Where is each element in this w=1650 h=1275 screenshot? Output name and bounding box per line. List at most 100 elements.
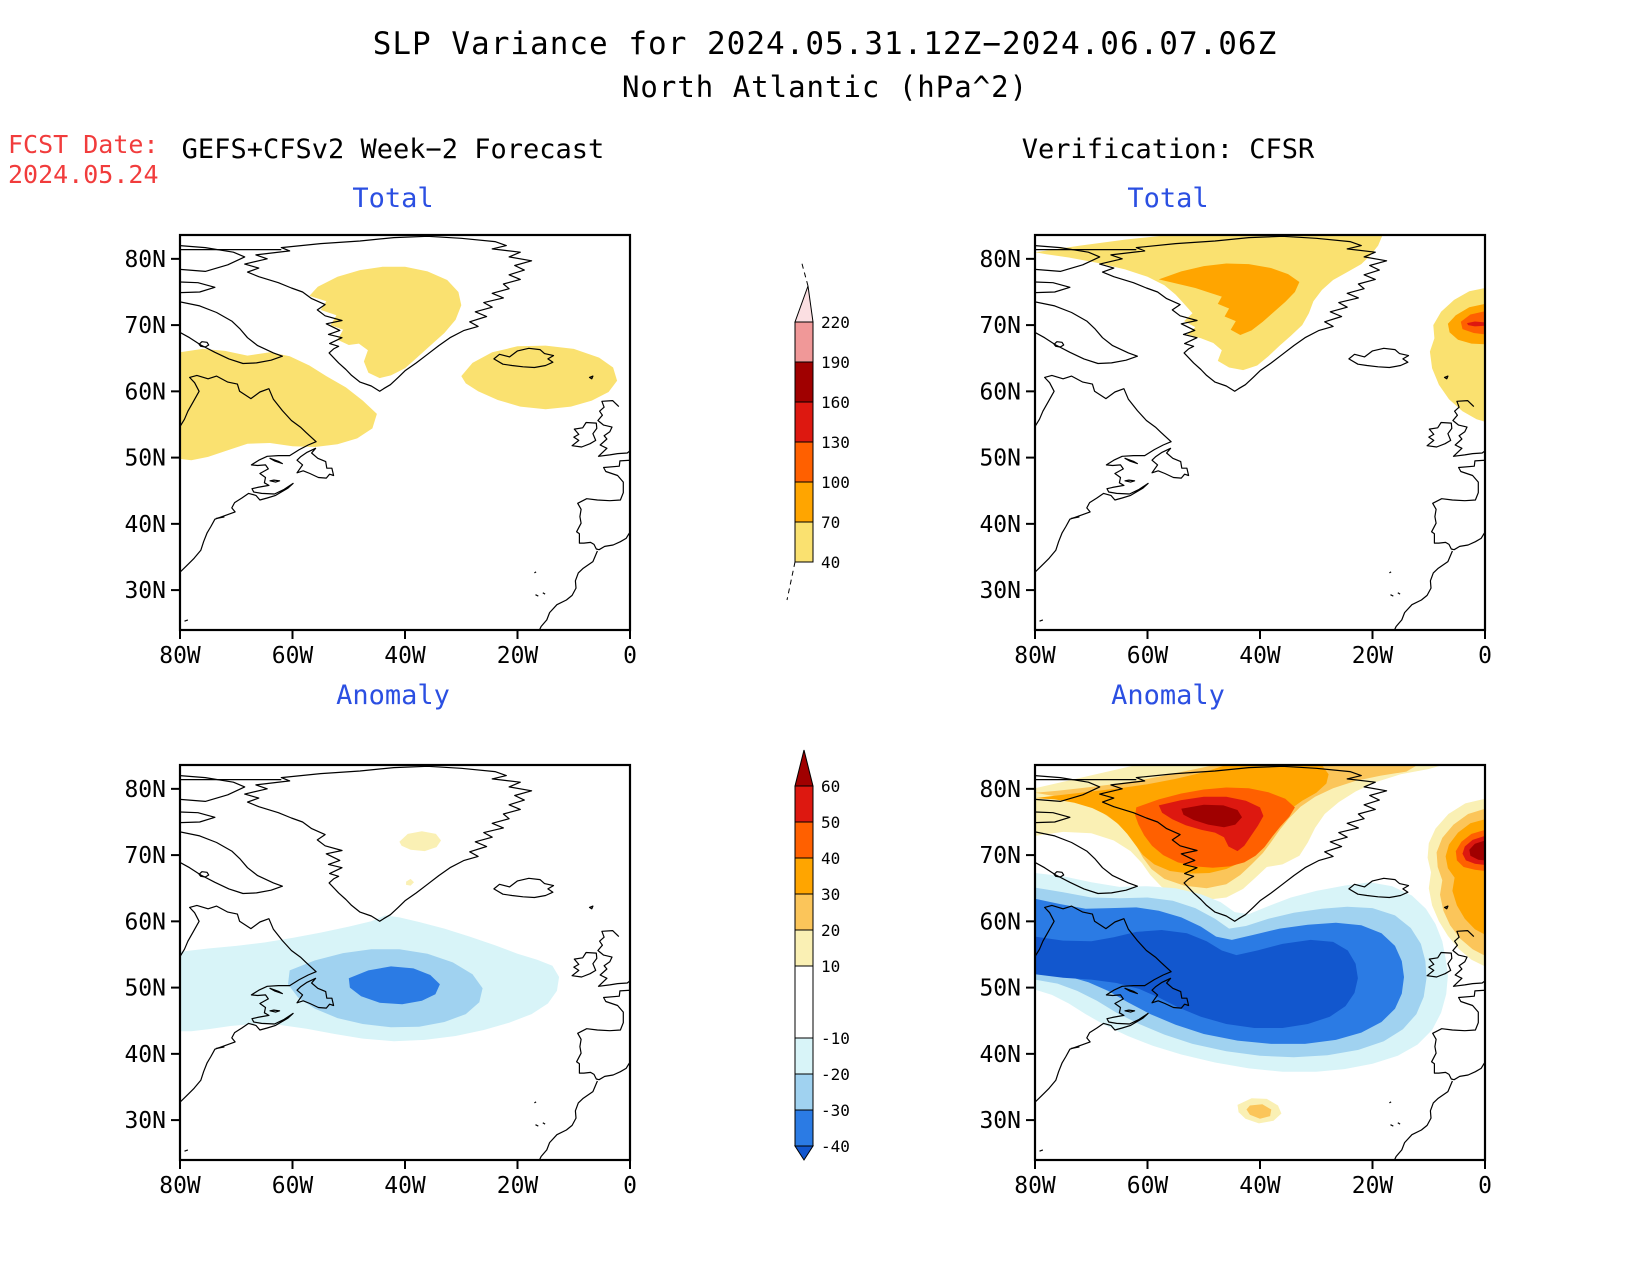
panel-title-forecast-total: Total (352, 183, 434, 214)
lat-tick-label: 70N (979, 313, 1021, 339)
colorbar-label: 40 (821, 553, 840, 572)
contour-fills (1035, 235, 1485, 422)
contour-level-40 (309, 266, 462, 379)
colorbar-band (794, 785, 814, 823)
lon-tick-label: 40W (384, 1173, 426, 1195)
colorbar-label: -10 (821, 1029, 850, 1048)
forecast-date-label: FCST Date: (8, 130, 159, 159)
colorbar-band (794, 893, 814, 931)
lat-tick-label: 60N (979, 909, 1021, 935)
contour-fills (180, 831, 560, 1042)
lat-tick-label: 80N (979, 777, 1021, 803)
lat-tick-label: 60N (124, 909, 166, 935)
map-panel-forecast-anomaly: 80N 70N 60N 50N 40N 30N 80W 60W 40W 20W 0 (124, 763, 637, 1195)
colorbar-label: -40 (821, 1137, 850, 1156)
lat-tick-label: 50N (124, 976, 166, 1002)
lon-tick-label: 80W (159, 643, 201, 665)
lat-tick-label: 70N (124, 843, 166, 869)
colorbar-label: 190 (821, 353, 850, 372)
colorbar-label: -20 (821, 1065, 850, 1084)
lat-tick-label: 50N (979, 446, 1021, 472)
colorbar-band (794, 321, 814, 363)
lat-tick-label: 30N (979, 1108, 1021, 1134)
lat-tick-label: 30N (979, 578, 1021, 604)
colorbar-label: 220 (821, 313, 850, 332)
lon-tick-label: 80W (159, 1173, 201, 1195)
map-panel-verification-total: 80N 70N 60N 50N 40N 30N 80W 60W 40W 20W 0 (979, 233, 1492, 665)
colorbar-over-arrow (794, 285, 814, 323)
colorbar-band (794, 929, 814, 967)
colorbar-label: 20 (821, 921, 840, 940)
lon-tick-label: 40W (1239, 1173, 1281, 1195)
lon-tick-label: 0 (1478, 643, 1492, 665)
colorbar-band (794, 1109, 814, 1147)
contour-level-40 (1035, 235, 1383, 371)
contour-fills (180, 266, 618, 461)
colorbar-label: 60 (821, 777, 840, 796)
lon-tick-label: 0 (623, 1173, 637, 1195)
lat-tick-label: 60N (979, 379, 1021, 405)
panel-title-verification-anomaly: Anomaly (1111, 680, 1225, 711)
lat-tick-label: 40N (979, 1042, 1021, 1068)
panel-title-forecast-anomaly: Anomaly (336, 680, 450, 711)
colorbar-band (794, 401, 814, 443)
colorbar-band (794, 481, 814, 523)
contour-level--30 (348, 966, 440, 1005)
colorbar-label: 70 (821, 513, 840, 532)
lon-tick-label: 20W (497, 1173, 539, 1195)
colorbar-label: 40 (821, 849, 840, 868)
lat-tick-label: 80N (124, 247, 166, 273)
lat-tick-label: 80N (979, 247, 1021, 273)
contour-level-130 (1467, 321, 1485, 327)
lon-tick-label: 20W (1352, 643, 1394, 665)
lon-tick-label: 0 (623, 643, 637, 665)
contour-level-70 (1158, 263, 1300, 335)
colorbar-under-arrow (794, 1145, 814, 1161)
contour-level--40 (1035, 930, 1358, 1028)
colorbar-label: 30 (821, 885, 840, 904)
forecast-date-value: 2024.05.24 (8, 160, 159, 189)
lat-tick-label: 40N (124, 512, 166, 538)
colorbar-band (794, 857, 814, 895)
figure-title-line1: SLP Variance for 2024.05.31.12Z−2024.06.… (372, 26, 1278, 62)
colorbar-band (794, 361, 814, 403)
colorbar-label: 50 (821, 813, 840, 832)
colorbar-band (794, 521, 814, 563)
lon-tick-label: 20W (1352, 1173, 1394, 1195)
panel-title-verification-total: Total (1127, 183, 1209, 214)
colorbar-tail (786, 561, 796, 601)
lon-tick-label: 60W (272, 1173, 314, 1195)
contour-level-10 (406, 878, 414, 886)
right-column-header: Verification: CFSR (1021, 134, 1315, 165)
contour-level-10 (399, 831, 441, 852)
colorbar-label: -30 (821, 1101, 850, 1120)
contour-level-40 (180, 348, 377, 461)
contour-level-60 (1181, 804, 1242, 828)
lon-tick-label: 60W (1127, 1173, 1169, 1195)
figure-title-line2: North Atlantic (hPa^2) (621, 70, 1029, 104)
lat-tick-label: 80N (124, 777, 166, 803)
contour-level-20 (1246, 1104, 1272, 1119)
colorbar-band (794, 441, 814, 483)
lon-tick-label: 60W (1127, 643, 1169, 665)
lat-tick-label: 50N (124, 446, 166, 472)
lat-tick-label: 30N (124, 578, 166, 604)
colorbar-label: 160 (821, 393, 850, 412)
contour-fills (1035, 765, 1485, 1124)
colorbar-label: 10 (821, 957, 840, 976)
colorbar-anomaly: 60 50 40 30 20 10 -10 -20 -30 -40 (794, 749, 850, 1161)
colorbar-label: 100 (821, 473, 850, 492)
forecast-date-annotation: FCST Date: 2024.05.24 (8, 130, 159, 190)
lat-tick-label: 50N (979, 976, 1021, 1002)
map-panel-verification-anomaly: 80N 70N 60N 50N 40N 30N 80W 60W 40W 20W 0 (979, 763, 1492, 1195)
lat-tick-label: 30N (124, 1108, 166, 1134)
colorbar-band (794, 965, 814, 1039)
lon-tick-label: 80W (1014, 1173, 1056, 1195)
lat-tick-label: 40N (979, 512, 1021, 538)
colorbar-total: 220 190 160 130 100 70 40 (786, 259, 850, 601)
lat-tick-label: 40N (124, 1042, 166, 1068)
lat-tick-label: 70N (979, 843, 1021, 869)
lat-tick-label: 70N (124, 313, 166, 339)
contour-level-60 (1469, 840, 1485, 861)
